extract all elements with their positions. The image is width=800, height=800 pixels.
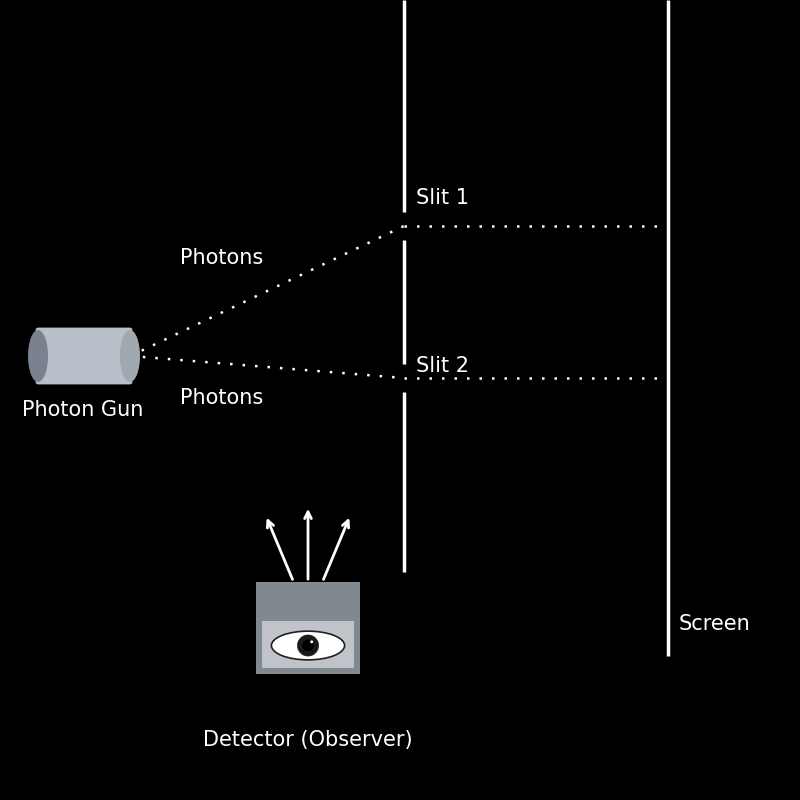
Ellipse shape [28,330,48,382]
Ellipse shape [310,640,313,643]
Text: Photon Gun: Photon Gun [22,400,144,420]
Text: Slit 1: Slit 1 [416,188,469,208]
Text: Detector (Observer): Detector (Observer) [203,730,413,750]
Text: Photons: Photons [180,388,263,408]
Text: Slit 2: Slit 2 [416,356,469,376]
Text: Photons: Photons [180,248,263,268]
FancyBboxPatch shape [256,582,360,674]
Text: Screen: Screen [678,614,750,634]
Ellipse shape [271,631,345,660]
FancyBboxPatch shape [35,328,133,384]
FancyBboxPatch shape [262,621,354,669]
Ellipse shape [302,640,314,651]
Ellipse shape [120,330,140,382]
Ellipse shape [298,635,318,656]
